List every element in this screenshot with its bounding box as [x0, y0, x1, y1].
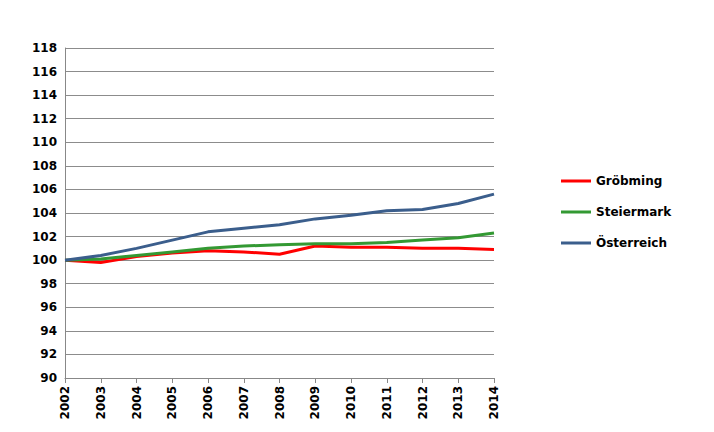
svg-text:2010: 2010: [344, 386, 358, 419]
svg-text:2005: 2005: [165, 386, 179, 419]
svg-text:2003: 2003: [94, 386, 108, 419]
svg-text:110: 110: [32, 135, 57, 149]
svg-text:92: 92: [40, 347, 57, 361]
svg-text:2004: 2004: [130, 386, 144, 419]
svg-text:2014: 2014: [487, 386, 501, 419]
svg-text:102: 102: [32, 230, 57, 244]
svg-text:2006: 2006: [201, 386, 215, 419]
svg-text:Steiermark: Steiermark: [596, 205, 672, 219]
svg-text:2002: 2002: [58, 386, 72, 419]
svg-text:2013: 2013: [451, 386, 465, 419]
svg-text:118: 118: [32, 41, 57, 55]
svg-text:98: 98: [40, 277, 57, 291]
svg-text:90: 90: [40, 371, 57, 385]
svg-text:104: 104: [32, 206, 57, 220]
svg-text:2009: 2009: [308, 386, 322, 419]
svg-text:Gröbming: Gröbming: [596, 174, 662, 188]
svg-text:116: 116: [32, 65, 57, 79]
svg-text:2011: 2011: [380, 386, 394, 419]
svg-text:Österreich: Österreich: [596, 235, 667, 250]
svg-text:2012: 2012: [416, 386, 430, 419]
svg-text:106: 106: [32, 182, 57, 196]
svg-text:100: 100: [32, 253, 57, 267]
svg-text:114: 114: [32, 88, 57, 102]
svg-text:112: 112: [32, 112, 57, 126]
svg-text:108: 108: [32, 159, 57, 173]
svg-text:96: 96: [40, 300, 57, 314]
svg-text:94: 94: [40, 324, 57, 338]
svg-text:2008: 2008: [273, 386, 287, 419]
svg-text:2007: 2007: [237, 386, 251, 419]
